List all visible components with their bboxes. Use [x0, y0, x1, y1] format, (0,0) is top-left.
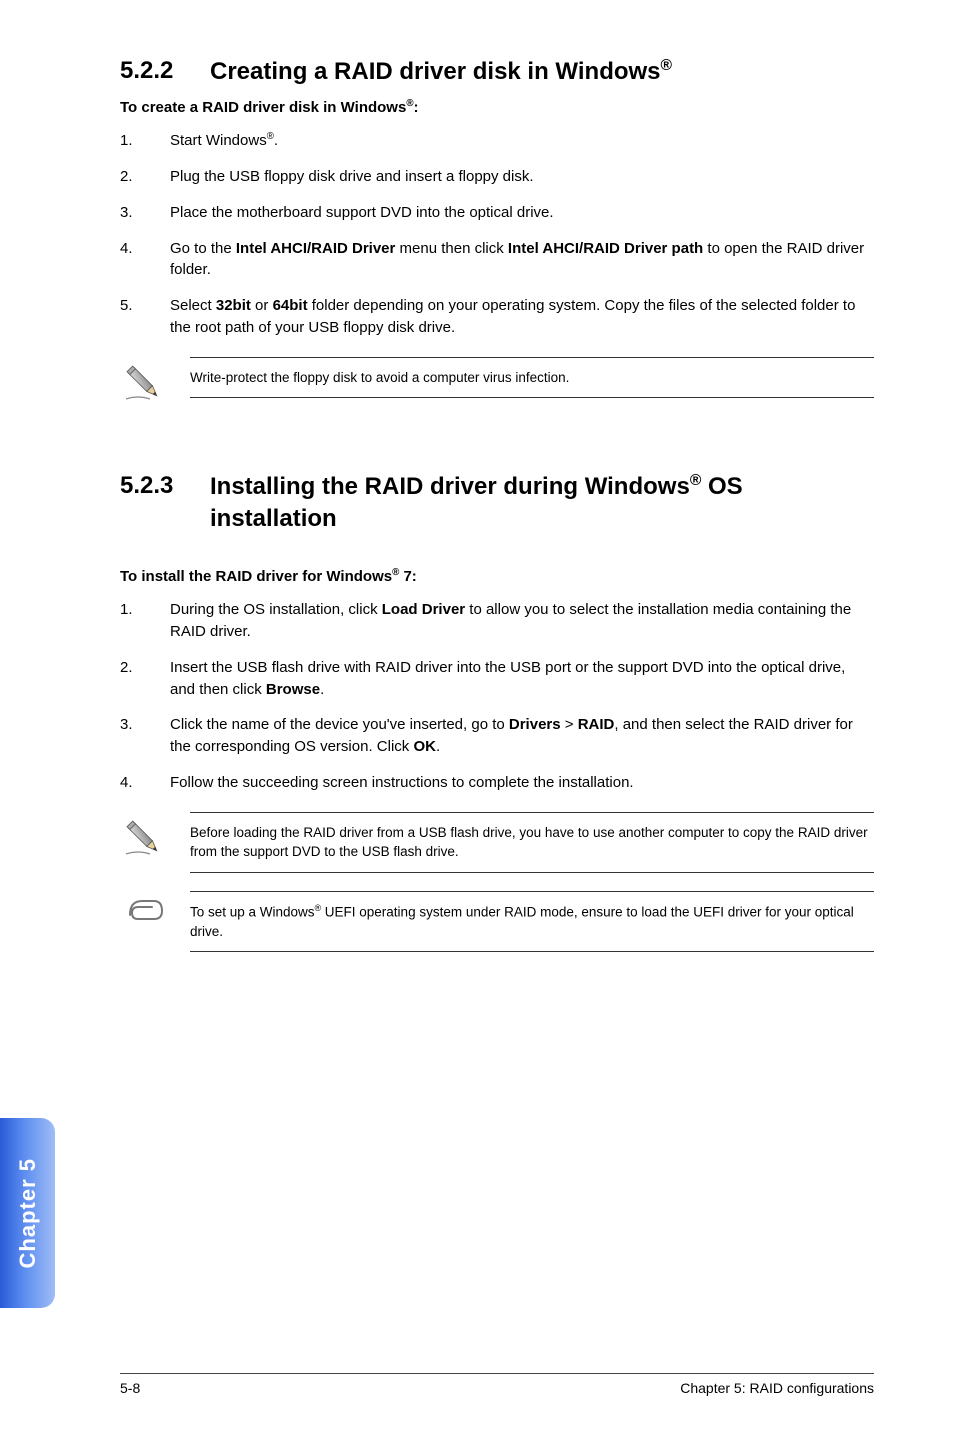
title-text: Creating a RAID driver disk in Windows: [210, 58, 661, 85]
section-heading-523: 5.2.3 Installing the RAID driver during …: [120, 470, 874, 536]
intro-post: :: [414, 99, 419, 116]
intro-sup: ®: [406, 98, 413, 109]
title-text: Installing the RAID driver during Window…: [210, 473, 690, 500]
list-item: 1. Start Windows®.: [120, 130, 874, 152]
list-item: 3. Place the motherboard support DVD int…: [120, 202, 874, 224]
intro-522: To create a RAID driver disk in Windows®…: [120, 98, 874, 116]
step-text: Insert the USB flash drive with RAID dri…: [170, 657, 874, 701]
chapter-tab: Chapter 5: [0, 1118, 55, 1308]
list-item: 5. Select 32bit or 64bit folder dependin…: [120, 295, 874, 339]
step-number: 2.: [120, 166, 170, 188]
step-number: 3.: [120, 714, 170, 758]
step-number: 1.: [120, 599, 170, 643]
step-text: Place the motherboard support DVD into t…: [170, 202, 874, 224]
step-number: 1.: [120, 130, 170, 152]
pencil-icon: [120, 357, 190, 412]
list-item: 4. Follow the succeeding screen instruct…: [120, 772, 874, 794]
section-title: Creating a RAID driver disk in Windows®: [210, 55, 672, 88]
note-block: To set up a Windows® UEFI operating syst…: [120, 891, 874, 953]
section-number: 5.2.2: [120, 55, 210, 88]
intro-pre: To install the RAID driver for Windows: [120, 568, 392, 585]
title-sup: ®: [661, 57, 673, 74]
note-text: Write-protect the floppy disk to avoid a…: [190, 357, 874, 399]
list-item: 2. Insert the USB flash drive with RAID …: [120, 657, 874, 701]
note-text: To set up a Windows® UEFI operating syst…: [190, 891, 874, 953]
list-item: 3. Click the name of the device you've i…: [120, 714, 874, 758]
pencil-icon: [120, 812, 190, 867]
title-sup: ®: [690, 472, 702, 489]
paperclip-icon: [120, 891, 190, 938]
step-number: 3.: [120, 202, 170, 224]
note-text: Before loading the RAID driver from a US…: [190, 812, 874, 873]
intro-pre: To create a RAID driver disk in Windows: [120, 99, 406, 116]
list-item: 1. During the OS installation, click Loa…: [120, 599, 874, 643]
list-item: 2. Plug the USB floppy disk drive and in…: [120, 166, 874, 188]
step-number: 4.: [120, 772, 170, 794]
chapter-label: Chapter 5: RAID configurations: [680, 1380, 874, 1396]
step-text: Click the name of the device you've inse…: [170, 714, 874, 758]
section-heading-522: 5.2.2 Creating a RAID driver disk in Win…: [120, 55, 874, 88]
step-text: Start Windows®.: [170, 130, 874, 152]
step-text: Go to the Intel AHCI/RAID Driver menu th…: [170, 238, 874, 282]
step-text: Plug the USB floppy disk drive and inser…: [170, 166, 874, 188]
step-number: 5.: [120, 295, 170, 339]
page-number: 5-8: [120, 1380, 140, 1396]
step-text: During the OS installation, click Load D…: [170, 599, 874, 643]
section-number: 5.2.3: [120, 470, 210, 536]
page-footer: 5-8 Chapter 5: RAID configurations: [120, 1373, 874, 1396]
chapter-tab-label: Chapter 5: [15, 1158, 41, 1268]
intro-523: To install the RAID driver for Windows® …: [120, 567, 874, 585]
note-block: Write-protect the floppy disk to avoid a…: [120, 357, 874, 412]
step-number: 2.: [120, 657, 170, 701]
section-title: Installing the RAID driver during Window…: [210, 470, 874, 536]
note-block: Before loading the RAID driver from a US…: [120, 812, 874, 873]
intro-post: 7:: [399, 568, 417, 585]
list-item: 4. Go to the Intel AHCI/RAID Driver menu…: [120, 238, 874, 282]
step-text: Follow the succeeding screen instruction…: [170, 772, 874, 794]
step-number: 4.: [120, 238, 170, 282]
step-text: Select 32bit or 64bit folder depending o…: [170, 295, 874, 339]
